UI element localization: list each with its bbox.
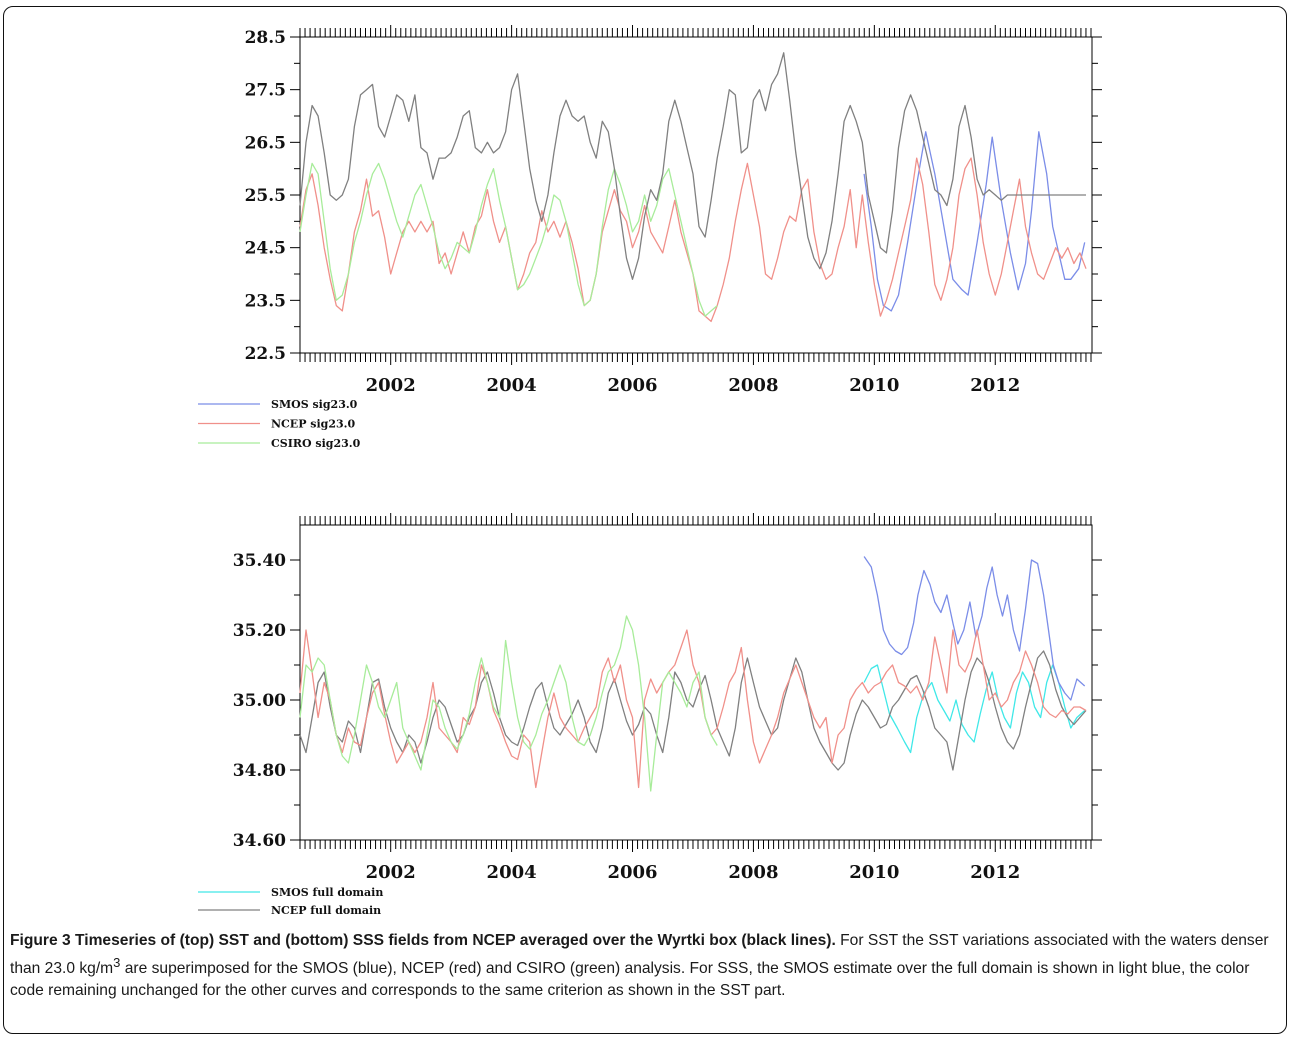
sst-panel: 22.5 23.5 24.5 25.5 26.5 27.5 28.5 2002 2004 2006…: [198, 25, 1102, 450]
sst-ytick-label: 24.5: [245, 239, 286, 259]
sss-legend-label: NCEP full domain: [271, 904, 381, 917]
caption-body-1: For SST the SST variations associated wi…: [10, 932, 1269, 978]
sst-xtick-label: 2004: [487, 375, 537, 396]
sst-series-line-0: [863, 131, 1086, 312]
caption-sup: 3: [113, 955, 121, 970]
sst-legend-label: CSIRO sig23.0: [271, 437, 361, 450]
figure-plots: 22.5 23.5 24.5 25.5 26.5 27.5 28.5 2002 2004 2006…: [198, 25, 1102, 917]
sst-series-line-3: [299, 52, 1086, 280]
sss-ytick-label: 34.60: [233, 831, 286, 851]
sst-ytick-label: 26.5: [245, 133, 286, 153]
figure-frame: [3, 6, 1287, 1034]
sss-minor-ticks: [299, 513, 1092, 852]
sss-series-line-3: [299, 629, 1087, 789]
sss-series-line-0: [863, 664, 1086, 754]
sss-ytick-label: 34.80: [233, 761, 286, 781]
caption-body-2: are superimposed for the SMOS (blue), NC…: [10, 960, 1250, 1000]
figure-caption: Figure 3 Timeseries of (top) SST and (bo…: [10, 930, 1278, 1002]
sst-ytick-label: 27.5: [245, 81, 286, 101]
sss-xtick-label: 2006: [607, 862, 657, 883]
caption-lead: Figure 3 Timeseries of (top) SST and (bo…: [10, 932, 836, 949]
sss-series-line-4: [299, 615, 718, 792]
sss-xtick-label: 2012: [970, 862, 1020, 883]
sst-xtick-label: 2006: [607, 375, 657, 396]
sss-ytick-label: 35.00: [233, 691, 286, 711]
sss-ytick-label: 35.20: [233, 621, 286, 641]
sss-series-line-1: [299, 650, 1087, 771]
sst-legend-label: NCEP sig23.0: [271, 418, 355, 431]
sss-ytick-label: 35.40: [233, 551, 286, 571]
sss-xtick-label: 2010: [849, 862, 899, 883]
sss-xtick-label: 2004: [487, 862, 537, 883]
sst-ytick-label: 28.5: [245, 28, 286, 48]
sss-xtick-label: 2002: [366, 862, 416, 883]
sst-ytick-label: 25.5: [245, 186, 286, 206]
sss-legend-label: SMOS full domain: [271, 886, 383, 899]
sst-series-line-2: [299, 162, 718, 317]
sst-legend-label: SMOS sig23.0: [271, 398, 358, 411]
sss-plot-frame: [299, 524, 1093, 841]
sss-xtick-label: 2008: [728, 862, 778, 883]
sst-xtick-label: 2008: [728, 375, 778, 396]
sss-panel: 34.60 34.80 35.00 35.20 35.40 2002 2004 2006 200…: [198, 513, 1102, 917]
sst-minor-ticks: [299, 25, 1092, 365]
sst-xtick-label: 2012: [970, 375, 1020, 396]
sst-ytick-label: 22.5: [245, 344, 286, 364]
sst-xtick-label: 2010: [849, 375, 899, 396]
sst-series-line-1: [299, 157, 1087, 323]
sst-ytick-label: 23.5: [245, 291, 286, 311]
sst-xtick-label: 2002: [366, 375, 416, 396]
